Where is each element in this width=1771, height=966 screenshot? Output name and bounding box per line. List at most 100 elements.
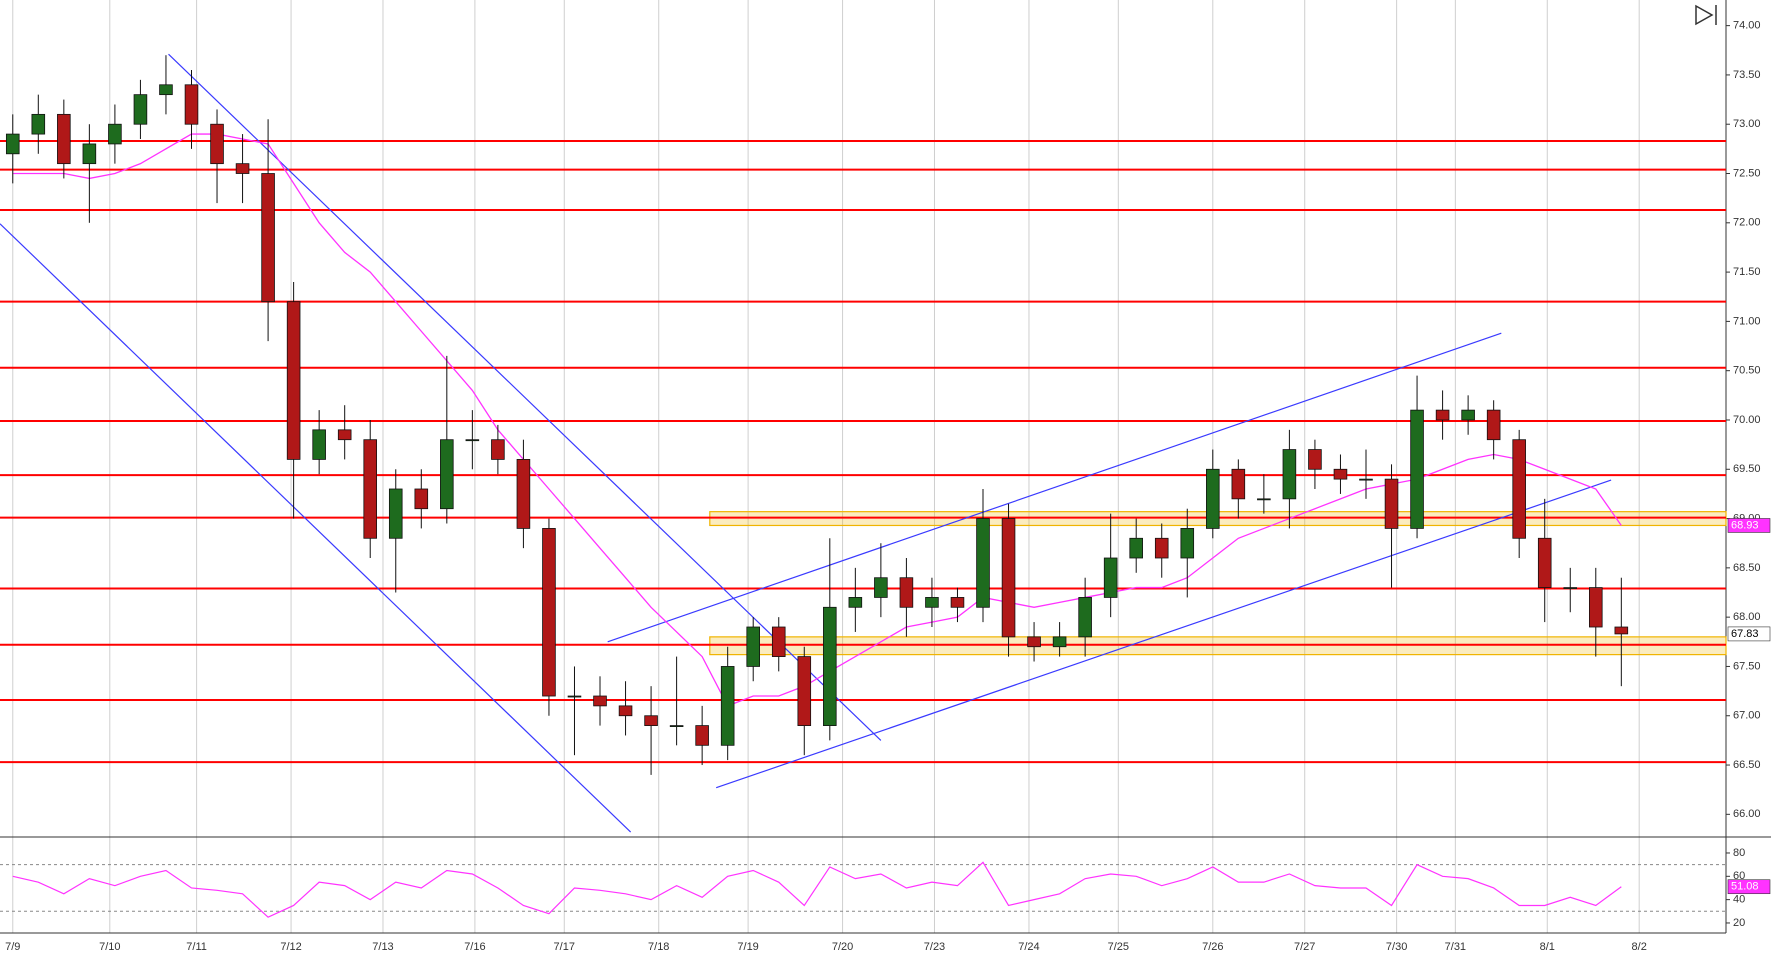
candle-body [261,173,275,303]
candle-body [57,113,71,165]
candle-body [618,705,633,717]
rsi-value-label: 51.08 [1731,881,1759,893]
x-tick-label: 7/10 [99,941,120,953]
candle-body [1129,537,1143,559]
candle-body [1180,528,1195,559]
candle-body [1052,636,1067,648]
candle-body [414,488,429,510]
candle-body [184,84,199,125]
candle-body [771,626,786,657]
x-tick-label: 7/9 [5,941,20,953]
candle-body [235,163,250,174]
x-tick-label: 7/17 [554,941,575,953]
y-tick-label: 71.50 [1733,266,1761,278]
x-tick-label: 7/12 [280,941,301,953]
rsi-y-tick-label: 20 [1733,917,1745,929]
candle-body [5,133,20,155]
candle-body [465,439,480,442]
candle-body [1257,498,1271,501]
rsi-y-tick-label: 60 [1733,870,1745,882]
candle-body [1512,439,1526,539]
ma-value-label: 68.93 [1731,519,1759,531]
x-tick-label: 7/23 [924,941,945,953]
candle-body [823,606,837,726]
price-value-label-box [1727,626,1771,642]
candle-body [1231,468,1246,500]
candle-body [695,725,709,746]
candle-body [1103,557,1118,598]
y-tick-label: 67.00 [1733,710,1761,722]
candle-body [746,626,760,667]
candle-body [848,597,863,608]
y-tick-label: 70.00 [1733,414,1761,426]
candle-body [950,597,965,608]
candle-body [1359,478,1373,481]
candle-body [1282,449,1297,500]
candle-body [1308,449,1322,470]
trendline [0,223,632,833]
candle-body [159,84,173,96]
y-tick-label: 73.00 [1733,118,1761,130]
moving-average-line [12,133,1622,707]
x-tick-label: 7/11 [186,941,207,953]
candle-body [567,695,582,698]
y-tick-label: 72.50 [1733,167,1761,179]
candle-body [797,656,812,726]
y-tick-label: 72.00 [1733,217,1761,229]
rsi-y-tick-label: 80 [1733,847,1745,859]
x-tick-label: 7/25 [1108,941,1129,953]
candle-body [1333,468,1348,480]
x-tick-label: 7/24 [1018,941,1039,953]
rsi-value-label-box [1727,879,1771,895]
y-tick-label: 67.50 [1733,660,1761,672]
candle-body [644,715,658,726]
candle-body [312,429,326,460]
y-tick-label: 68.00 [1733,611,1761,623]
candle-body [108,123,122,145]
candle-body [1410,409,1424,529]
play-button[interactable] [1695,4,1717,26]
candle-body [542,528,556,697]
x-tick-label: 7/16 [464,941,485,953]
y-tick-label: 73.50 [1733,69,1761,81]
rsi-line [12,861,1622,918]
x-tick-label: 7/26 [1202,941,1223,953]
x-tick-label: 7/18 [648,941,669,953]
y-tick-label: 71.00 [1733,315,1761,327]
candle-body [1027,636,1041,648]
price-value-label: 67.83 [1731,628,1759,640]
candle-body [1384,478,1399,529]
trendline [607,332,1502,643]
candle-body [1435,409,1450,421]
ma-value-label-box [1727,518,1771,533]
x-tick-label: 7/13 [372,941,393,953]
candle-body [1537,537,1552,588]
candle-body [363,439,378,539]
candle-body [1206,468,1220,529]
candle-body [1154,537,1169,559]
candle-body [133,94,148,125]
x-tick-label: 7/20 [832,941,853,953]
candle-body [491,439,505,460]
candle-body [210,123,224,165]
x-tick-label: 7/31 [1445,941,1466,953]
x-tick-label: 7/19 [737,941,758,953]
play-icon [1695,4,1714,26]
candle-body [1486,409,1501,441]
candle-body [593,695,607,707]
candle-body [976,518,990,608]
candle-body [82,143,97,165]
candle-body [1563,587,1578,589]
y-tick-label: 66.50 [1733,759,1761,771]
candle-body [899,577,914,608]
candle-body [925,597,939,608]
x-tick-label: 8/1 [1540,941,1555,953]
rsi-y-tick-label: 40 [1733,894,1745,906]
x-tick-label: 7/27 [1294,941,1315,953]
candle-body [1461,409,1475,421]
y-tick-label: 66.00 [1733,808,1761,820]
x-tick-label: 7/30 [1386,941,1407,953]
candle-body [720,666,735,746]
candle-body [516,459,531,529]
